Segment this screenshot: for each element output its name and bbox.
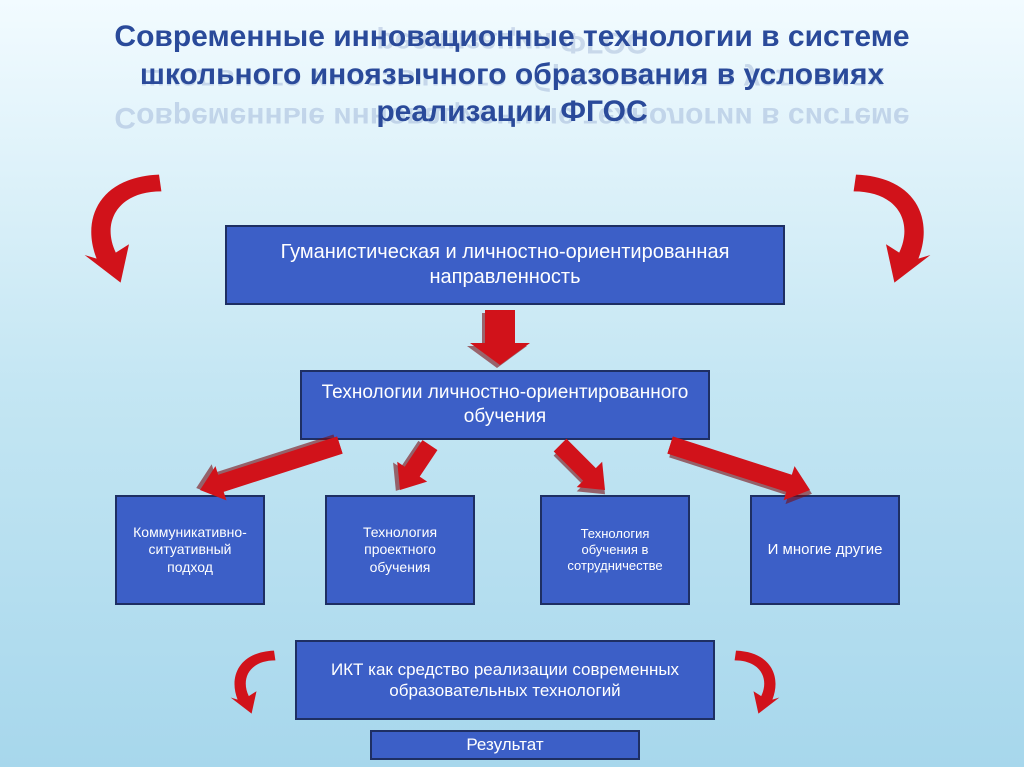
- curved-arrow-ca4: [715, 635, 785, 725]
- box-b8: Результат: [370, 730, 640, 760]
- page-title: Современные инновационные технологии в с…: [0, 18, 1024, 131]
- straight-arrow-sa1: [452, 310, 548, 401]
- box-b7: ИКТ как средство реализации современных …: [295, 640, 715, 720]
- curved-arrow-ca2: [815, 165, 945, 285]
- curved-arrow-ca3: [225, 635, 295, 725]
- box-b1: Гуманистическая и личностно-ориентирован…: [225, 225, 785, 305]
- curved-arrow-ca1: [70, 165, 200, 285]
